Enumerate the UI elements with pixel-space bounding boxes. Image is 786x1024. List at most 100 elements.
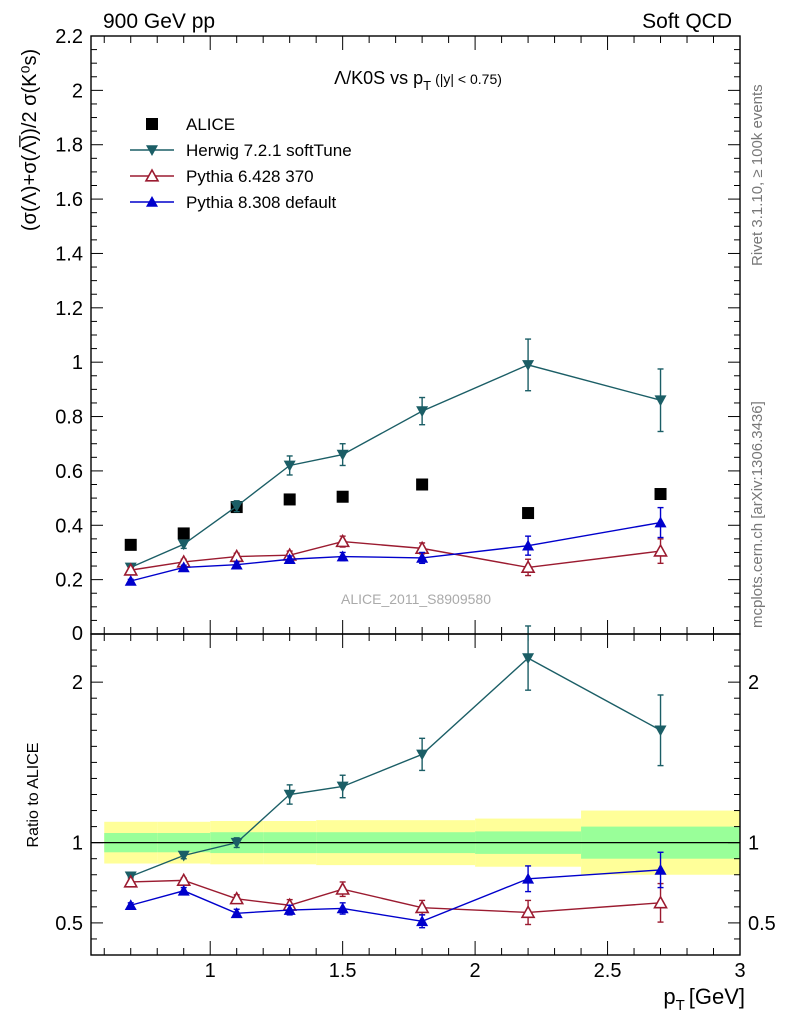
ratio-pythia8-point (522, 872, 535, 884)
ratio-pythia8-point (124, 899, 137, 911)
main-y-tick-label: 0.4 (55, 515, 83, 537)
ratio-frame (90, 633, 741, 956)
legend-label: ALICE (186, 115, 235, 134)
main-herwig-point (336, 449, 349, 461)
main-pythia8-point (654, 516, 667, 528)
main-herwig-point (177, 539, 190, 551)
main-herwig-series (124, 338, 667, 574)
x-tick-label: 1.5 (329, 960, 357, 982)
header-right: Soft QCD (642, 10, 732, 33)
ratio-y-tick-label: 0.5 (55, 913, 83, 935)
main-alice-point (416, 478, 429, 491)
x-tick-label: 3 (734, 960, 745, 982)
main-y-tick-label: 0.8 (55, 407, 83, 429)
main-herwig-point (230, 501, 243, 513)
ratio-pythia6-point (520, 904, 536, 919)
main-alice-point (283, 493, 296, 506)
ratio-pythia8-line (130, 869, 661, 923)
ratio-pythia6-point (653, 895, 668, 909)
main-alice-point (336, 490, 349, 503)
ratio-pythia8-point (283, 904, 296, 915)
main-pythia6-line (130, 540, 661, 571)
legend-label: Herwig 7.2.1 softTune (186, 141, 352, 160)
ratio-herwig-point (522, 653, 535, 665)
main-title-text: Λ/K0S vs p (334, 68, 423, 88)
watermark: ALICE_2011_S8909580 (341, 591, 491, 607)
main-y-tick-label: 0 (72, 623, 83, 645)
main-y-tick-label: 1.8 (55, 135, 83, 157)
ratio-pythia6-point (335, 881, 351, 895)
main-herwig-point (283, 460, 296, 472)
main-y-tick-label: 2 (72, 80, 83, 102)
main-pythia8-series (124, 506, 667, 586)
main-pythia8-point (124, 574, 137, 586)
ratio-y-tick-label: 1 (72, 833, 83, 855)
ratio-pythia6-point (229, 891, 245, 905)
main-herwig-line (130, 364, 661, 569)
main-y-tick-label: 2.2 (55, 26, 83, 48)
legend-marker (146, 145, 158, 156)
main-pythia6-series (123, 533, 668, 577)
main-pythia8-point (230, 558, 243, 570)
ratio-pythia8-point (230, 907, 243, 919)
main-y-tick-label: 1.4 (55, 243, 83, 265)
main-pythia8-point (416, 551, 429, 563)
ratio-herwig-point (177, 850, 190, 862)
legend-marker (146, 196, 158, 207)
ratio-pythia6-point (414, 900, 430, 914)
ratio-pythia8-point (416, 915, 429, 927)
ratio-y-label: Ratio to ALICE (25, 743, 42, 848)
legend-label: Pythia 8.308 default (186, 193, 337, 212)
header-left: 900 GeV pp (103, 10, 215, 33)
side-label-rivet: Rivet 3.1.10, ≥ 100k events (749, 84, 766, 266)
main-title: Λ/K0S vs pT (|y| < 0.75) (334, 68, 502, 93)
main-pythia6-point (123, 562, 139, 576)
main-herwig-point (416, 406, 429, 418)
main-pythia8-line (130, 521, 661, 582)
main-title-cut: (|y| < 0.75) (435, 71, 502, 87)
ratio-herwig-point (416, 749, 429, 761)
main-pythia8-point (283, 553, 296, 565)
ratio-y-tick-label-right: 1 (748, 833, 759, 855)
side-label-mcplots: mcplots.cern.ch [arXiv:1306.3436] (749, 401, 766, 628)
x-axis-label-sub: T (676, 997, 685, 1014)
x-axis-label-unit: [GeV] (689, 984, 745, 1009)
ratio-pythia8-point (654, 863, 667, 875)
main-title-sub: T (423, 78, 431, 93)
main-alice-point (654, 488, 667, 501)
x-tick-label: 1 (205, 960, 216, 982)
legend-marker (146, 118, 158, 130)
main-herwig-point (522, 360, 535, 371)
ratio-pythia8-point (177, 884, 190, 896)
main-alice-point (124, 538, 137, 551)
ratio-plot: 0.5 0.5 1 1 2 2 1 1.5 2 2.5 3 (55, 625, 776, 982)
main-pythia8-point (177, 561, 190, 573)
main-plot: 0 0.2 0.4 0.6 0.8 1 1.2 1.4 1.6 1.8 2 2.2 (55, 26, 741, 645)
main-alice-series (124, 478, 667, 551)
ratio-herwig-point (654, 725, 667, 737)
legend-label: Pythia 6.428 370 (186, 167, 314, 186)
ratio-pythia8-point (336, 902, 349, 914)
ratio-y-tick-label-right: 2 (748, 672, 759, 694)
main-pythia6-point (335, 533, 351, 548)
ratio-pythia8-series (124, 851, 667, 929)
main-alice-point (177, 527, 190, 540)
ratio-herwig-point (283, 789, 296, 801)
main-herwig-point (654, 395, 667, 407)
x-axis-label: pT [GeV] (663, 984, 745, 1014)
main-y-tick-label: 1.6 (55, 189, 83, 211)
ratio-y-tick-label-right: 0.5 (748, 913, 776, 935)
main-alice-point (522, 507, 535, 520)
x-axis-label-main: p (663, 984, 675, 1009)
x-tick-label: 2 (470, 960, 481, 982)
ratio-pythia6-point (176, 872, 192, 886)
ratio-pythia6-point (123, 874, 139, 888)
main-y-tick-label: 1 (72, 352, 83, 374)
ratio-herwig-point (230, 837, 243, 849)
main-pythia8-point (522, 539, 535, 551)
main-pythia6-point (653, 543, 668, 557)
ratio-y-tick-label: 2 (72, 672, 83, 694)
ratio-herwig-point (336, 781, 349, 793)
legend: ALICE Herwig 7.2.1 softTune Pythia 6.428 3… (130, 115, 352, 212)
